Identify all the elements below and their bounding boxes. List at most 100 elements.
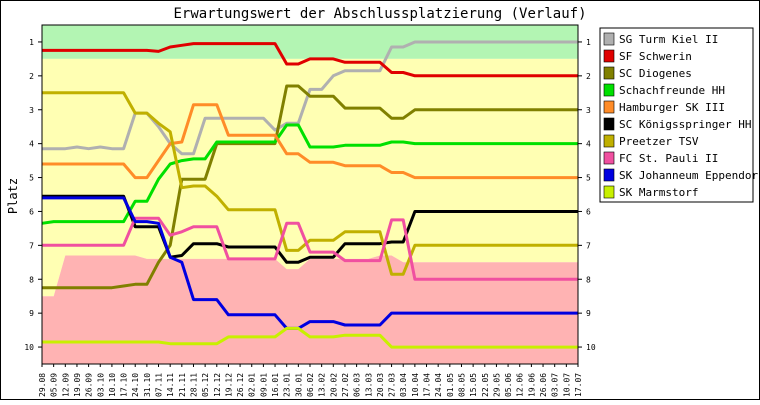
- legend-swatch-2: [603, 66, 615, 80]
- x-tick-label: 03.07: [551, 373, 560, 397]
- x-tick-label: 17.04: [423, 373, 432, 397]
- y-tick-label-right: 7: [586, 241, 591, 250]
- x-tick-label: 20.03: [376, 373, 385, 397]
- x-tick-label: 27.03: [388, 373, 397, 397]
- x-tick-label: 03.04: [399, 373, 408, 397]
- series-line-6: [42, 91, 578, 276]
- x-tick-label: 06.02: [306, 373, 315, 397]
- x-tick-label: 05.12: [201, 373, 210, 397]
- x-tick-label: 17.07: [574, 373, 583, 397]
- x-tick-label: 23.01: [283, 373, 292, 397]
- y-tick-label-right: 2: [586, 72, 591, 81]
- band-0: [42, 25, 578, 59]
- x-tick-label: 05.06: [504, 373, 513, 397]
- x-tick-label: 29.05: [492, 373, 501, 397]
- x-tick-label: 12.06: [516, 373, 525, 397]
- legend-label-6: Preetzer TSV: [619, 135, 699, 148]
- series-lines: [41, 40, 578, 349]
- x-tick-label: 15.05: [469, 373, 478, 397]
- legend-label-9: SK Marmstorf: [619, 186, 698, 199]
- legend-label-4: Hamburger SK III: [619, 101, 725, 114]
- x-tick-label: 22.05: [481, 373, 490, 397]
- legend-swatch-8: [603, 168, 615, 182]
- y-tick-label-left: 7: [29, 241, 34, 250]
- x-tick-label: 02.01: [248, 373, 257, 397]
- x-tick-label: 07.11: [155, 373, 164, 397]
- x-tick-label: 05.09: [50, 373, 59, 397]
- y-tick-label-left: 4: [29, 140, 34, 149]
- x-tick-label: 10.07: [562, 373, 571, 397]
- legend-label-0: SG Turm Kiel II: [619, 33, 718, 46]
- x-tick-label: 28.11: [189, 373, 198, 397]
- x-tick-label: 01.05: [446, 373, 455, 397]
- series-line-4: [42, 103, 578, 180]
- x-tick-label: 08.05: [457, 373, 466, 397]
- background-bands: [42, 25, 578, 364]
- y-tick-label-left: 3: [29, 106, 34, 115]
- legend-label-8: SK Johanneum Eppendorf: [619, 169, 760, 182]
- legend: SG Turm Kiel II SF Schwerin SC Diogenes Sch…: [599, 27, 760, 203]
- x-tick-label: 12.12: [213, 373, 222, 397]
- x-tick-label: 03.10: [96, 373, 105, 397]
- band-2: [42, 255, 578, 364]
- legend-swatch-9: [603, 185, 615, 199]
- x-tick-label: 10.10: [108, 373, 117, 397]
- x-ticks: 29.08 05.09 12.09 19.09 26.09 03.10 10.10 17.10…: [38, 364, 583, 397]
- legend-swatch-3: [603, 83, 615, 97]
- legend-label-7: FC St. Pauli II: [619, 152, 718, 165]
- x-tick-label: 30.01: [294, 373, 303, 397]
- series-line-3: [41, 123, 578, 225]
- x-tick-label: 24.10: [131, 373, 140, 397]
- x-tick-label: 16.01: [271, 373, 280, 397]
- series-line-0: [42, 40, 578, 156]
- x-tick-label: 31.10: [143, 373, 152, 397]
- x-tick-label: 26.06: [539, 373, 548, 397]
- legend-swatch-0: [603, 32, 615, 46]
- legend-label-5: SC Königsspringer HH: [619, 118, 751, 131]
- x-tick-label: 19.12: [224, 373, 233, 397]
- x-tick-label: 27.02: [341, 373, 350, 397]
- y-tick-label-right: 5: [586, 174, 591, 183]
- legend-swatch-6: [603, 134, 615, 148]
- y-axis-label: Platz: [6, 178, 20, 214]
- y-tick-label-right: 9: [586, 309, 591, 318]
- x-tick-label: 17.10: [120, 373, 129, 397]
- band-1: [42, 58, 578, 297]
- y-tick-label-left: 2: [29, 72, 34, 81]
- series-line-1: [42, 42, 578, 78]
- series-line-2: [42, 84, 578, 290]
- y-tick-label-left: 10: [24, 343, 34, 352]
- y-tick-label-right: 3: [586, 106, 591, 115]
- x-tick-label: 19.06: [527, 373, 536, 397]
- y-tick-label-right: 10: [586, 343, 596, 352]
- x-tick-label: 13.02: [318, 373, 327, 397]
- y-tick-label-left: 1: [29, 38, 34, 47]
- x-tick-label: 14.11: [166, 373, 175, 397]
- legend-box: [599, 27, 754, 203]
- x-tick-label: 26.09: [85, 373, 94, 397]
- legend-swatch-7: [603, 151, 615, 165]
- x-tick-label: 19.09: [73, 373, 82, 397]
- legend-label-2: SC Diogenes: [619, 67, 692, 80]
- y-tick-label-right: 8: [586, 275, 591, 284]
- series-line-7: [42, 216, 578, 281]
- x-tick-label: 10.04: [411, 373, 420, 397]
- x-tick-label: 09.01: [259, 373, 268, 397]
- x-tick-label: 21.11: [178, 373, 187, 397]
- x-tick-label: 12.09: [61, 373, 70, 397]
- legend-label-3: Schachfreunde HH: [619, 84, 725, 97]
- x-tick-label: 20.02: [329, 373, 338, 397]
- y-tick-label-left: 9: [29, 309, 34, 318]
- y-tick-label-right: 6: [586, 207, 591, 216]
- y-ticks: 1 1 2 2 3 3 4 4 5 5 6 6 7 7 8 8 9 9 10 10: [24, 38, 595, 352]
- legend-label-1: SF Schwerin: [619, 50, 692, 63]
- y-tick-label-right: 1: [586, 38, 591, 47]
- x-tick-label: 13.03: [364, 373, 373, 397]
- legend-swatch-4: [603, 100, 615, 114]
- series-line-9: [42, 326, 578, 349]
- series-line-8: [42, 196, 578, 330]
- x-tick-label: 29.08: [38, 373, 47, 397]
- x-tick-label: 06.03: [353, 373, 362, 397]
